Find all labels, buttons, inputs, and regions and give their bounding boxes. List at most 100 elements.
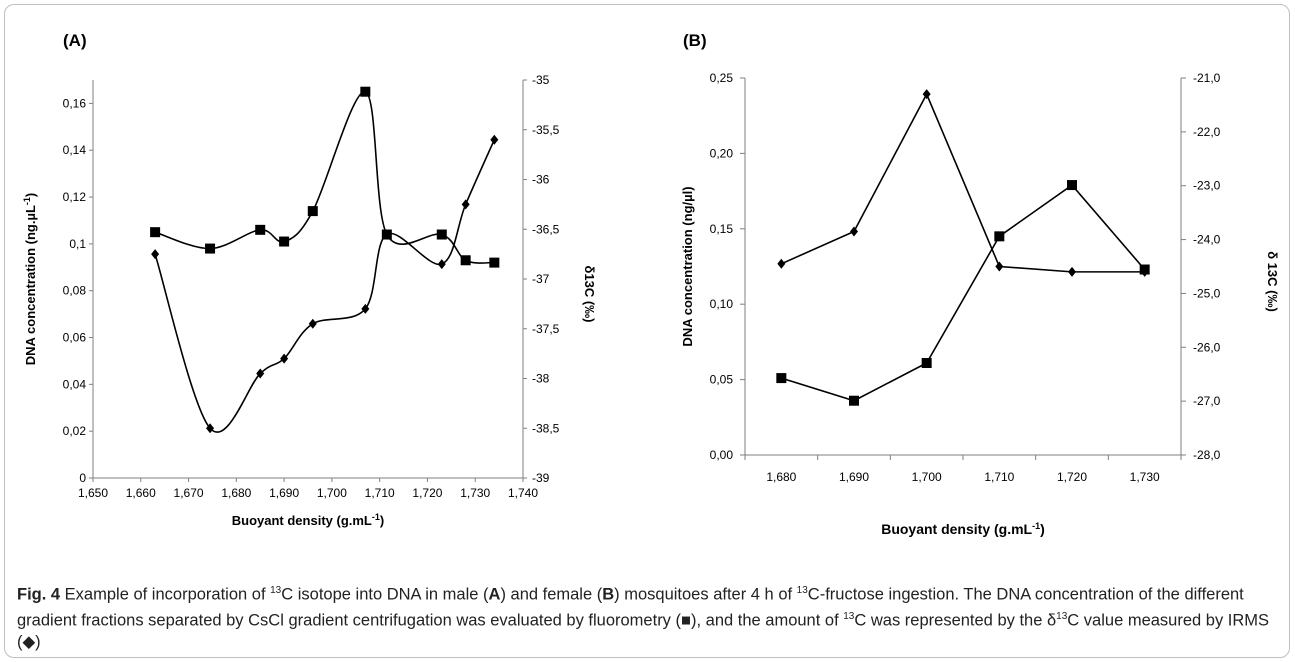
y2-tick-label: -28,0 [1193,448,1221,462]
caption-text: 13 [270,585,282,596]
y-tick-label: 0,16 [63,96,87,110]
x-tick-label: 1,670 [174,486,204,500]
y2-tick-label: -36,5 [532,222,560,236]
y-tick-label: 0,12 [63,190,87,204]
y-tick-label: 0,08 [63,284,87,298]
dna-point-a [279,236,290,247]
y2-tick-label: -27,0 [1193,394,1221,408]
y2-tick-label: -39 [532,471,550,485]
y2-tick-label: -38,5 [532,421,560,435]
y-axis-label: DNA concentration (ng.µL-1) [22,193,38,365]
delta13c-point-a [308,318,317,329]
delta13c-point-a [382,229,391,240]
delta13c-point-a [280,353,289,364]
y-tick-label: 0,1 [69,237,86,251]
dna-point-b [994,231,1005,242]
y-tick-label: 0,15 [710,222,734,236]
y2-axis-label: δ 13C (‰) [1265,251,1280,312]
x-tick-label: 1,710 [365,486,395,500]
y-tick-label: 0,10 [710,297,734,311]
dna-point-a [360,86,371,97]
figure-frame [4,4,1290,658]
x-tick-label: 1,710 [984,470,1014,484]
delta13c-point-b [850,226,858,237]
x-tick-label: 1,700 [912,470,942,484]
x-tick-label: 1,730 [460,486,490,500]
dna-point-b [849,395,859,406]
panel-label-b: (B) [683,31,707,50]
x-axis-label: Buoyant density (g.mL-1) [232,512,384,528]
caption-text: A [488,585,501,604]
y-tick-label: 0,05 [710,373,734,387]
dna-point-a [436,229,447,240]
y2-tick-label: -21,0 [1193,71,1221,85]
y-axis-label: DNA concentration (ng/µl) [680,186,695,346]
y2-tick-label: -37,5 [532,322,560,336]
dna-point-a [150,227,161,238]
dna-point-a [255,224,266,235]
delta13c-line-b [781,92,1145,273]
delta13c-point-a [461,199,470,210]
delta13c-point-b [1068,266,1076,277]
y-tick-label: 0,14 [63,143,87,157]
caption-text: 13 [843,610,855,622]
y2-tick-label: -36 [532,173,550,187]
figure-charts: (A) 0 0,02 0,04 0,06 0,08 0,1 0,12 0,14 0,16 -35 -3… [22,31,1280,537]
x-tick-label: 1,690 [269,486,299,500]
dna-concentration-line-b [781,183,1146,402]
delta13c-point-a [151,249,160,260]
caption-text: 13 [796,585,808,596]
y2-tick-label: -22,0 [1193,125,1221,139]
caption-text: Example of incorporation of [60,585,271,604]
y2-tick-label: -23,0 [1193,179,1221,193]
y2-tick-label: -24,0 [1193,233,1221,247]
caption-text: ) and female ( [500,585,603,604]
delta13c-point-b [777,258,786,269]
delta13c-point-b [1140,266,1149,277]
y-tick-label: 0,04 [63,377,87,391]
dna-point-a [205,243,216,254]
y-tick-label: 0,20 [710,146,734,160]
y-tick-label: 0,25 [710,71,734,85]
caption-text: C value measured by IRMS (◆) [17,611,1270,651]
x-tick-label: 1,690 [839,470,869,484]
figure-label: Fig. 4 [17,585,61,604]
caption-text: 13 [1056,610,1068,622]
dna-point-b [921,358,932,369]
x-tick-label: 1,700 [317,486,347,500]
panel-label-a: (A) [63,31,87,50]
x-tick-label: 1,720 [1057,470,1087,484]
delta13c-point-b [995,261,1004,272]
y-tick-label: 0,00 [710,448,734,462]
x-tick-label: 1,680 [221,486,251,500]
x-tick-label: 1,720 [412,486,442,500]
dna-point-a [489,257,500,268]
caption-text: C-fructose ingestion. The DNA concentrat… [17,585,1244,630]
delta13c-point-a [361,303,370,314]
delta13c-point-a [490,134,499,145]
x-tick-label: 1,740 [508,486,538,500]
dna-concentration-line-a [154,90,495,264]
y-tick-label: 0,02 [63,424,87,438]
y2-tick-label: -26,0 [1193,340,1221,354]
x-tick-label: 1,660 [126,486,156,500]
caption-text: ) mosquitoes after 4 h of [614,585,797,604]
x-tick-label: 1,730 [1130,470,1160,484]
y2-tick-label: -25,0 [1193,286,1221,300]
y-tick-label: 0,06 [63,331,87,345]
y2-tick-label: -35,5 [532,123,560,137]
y2-tick-label: -38 [532,372,550,386]
dna-point-a [460,255,471,266]
y2-axis-label: δ13C (‰) [582,265,597,322]
caption-text: C isotope into DNA in male ( [281,585,489,604]
y2-tick-label: -35 [532,73,550,87]
dna-point-b [1067,180,1077,191]
delta13c-point-a [437,259,446,270]
y-tick-label: 0 [79,471,86,485]
dna-point-a [307,206,318,217]
delta13c-point-a [256,368,265,379]
delta13c-point-b [922,89,931,100]
y2-tick-label: -37 [532,272,550,286]
delta13c-point-a [206,423,215,434]
x-tick-label: 1,650 [78,486,108,500]
